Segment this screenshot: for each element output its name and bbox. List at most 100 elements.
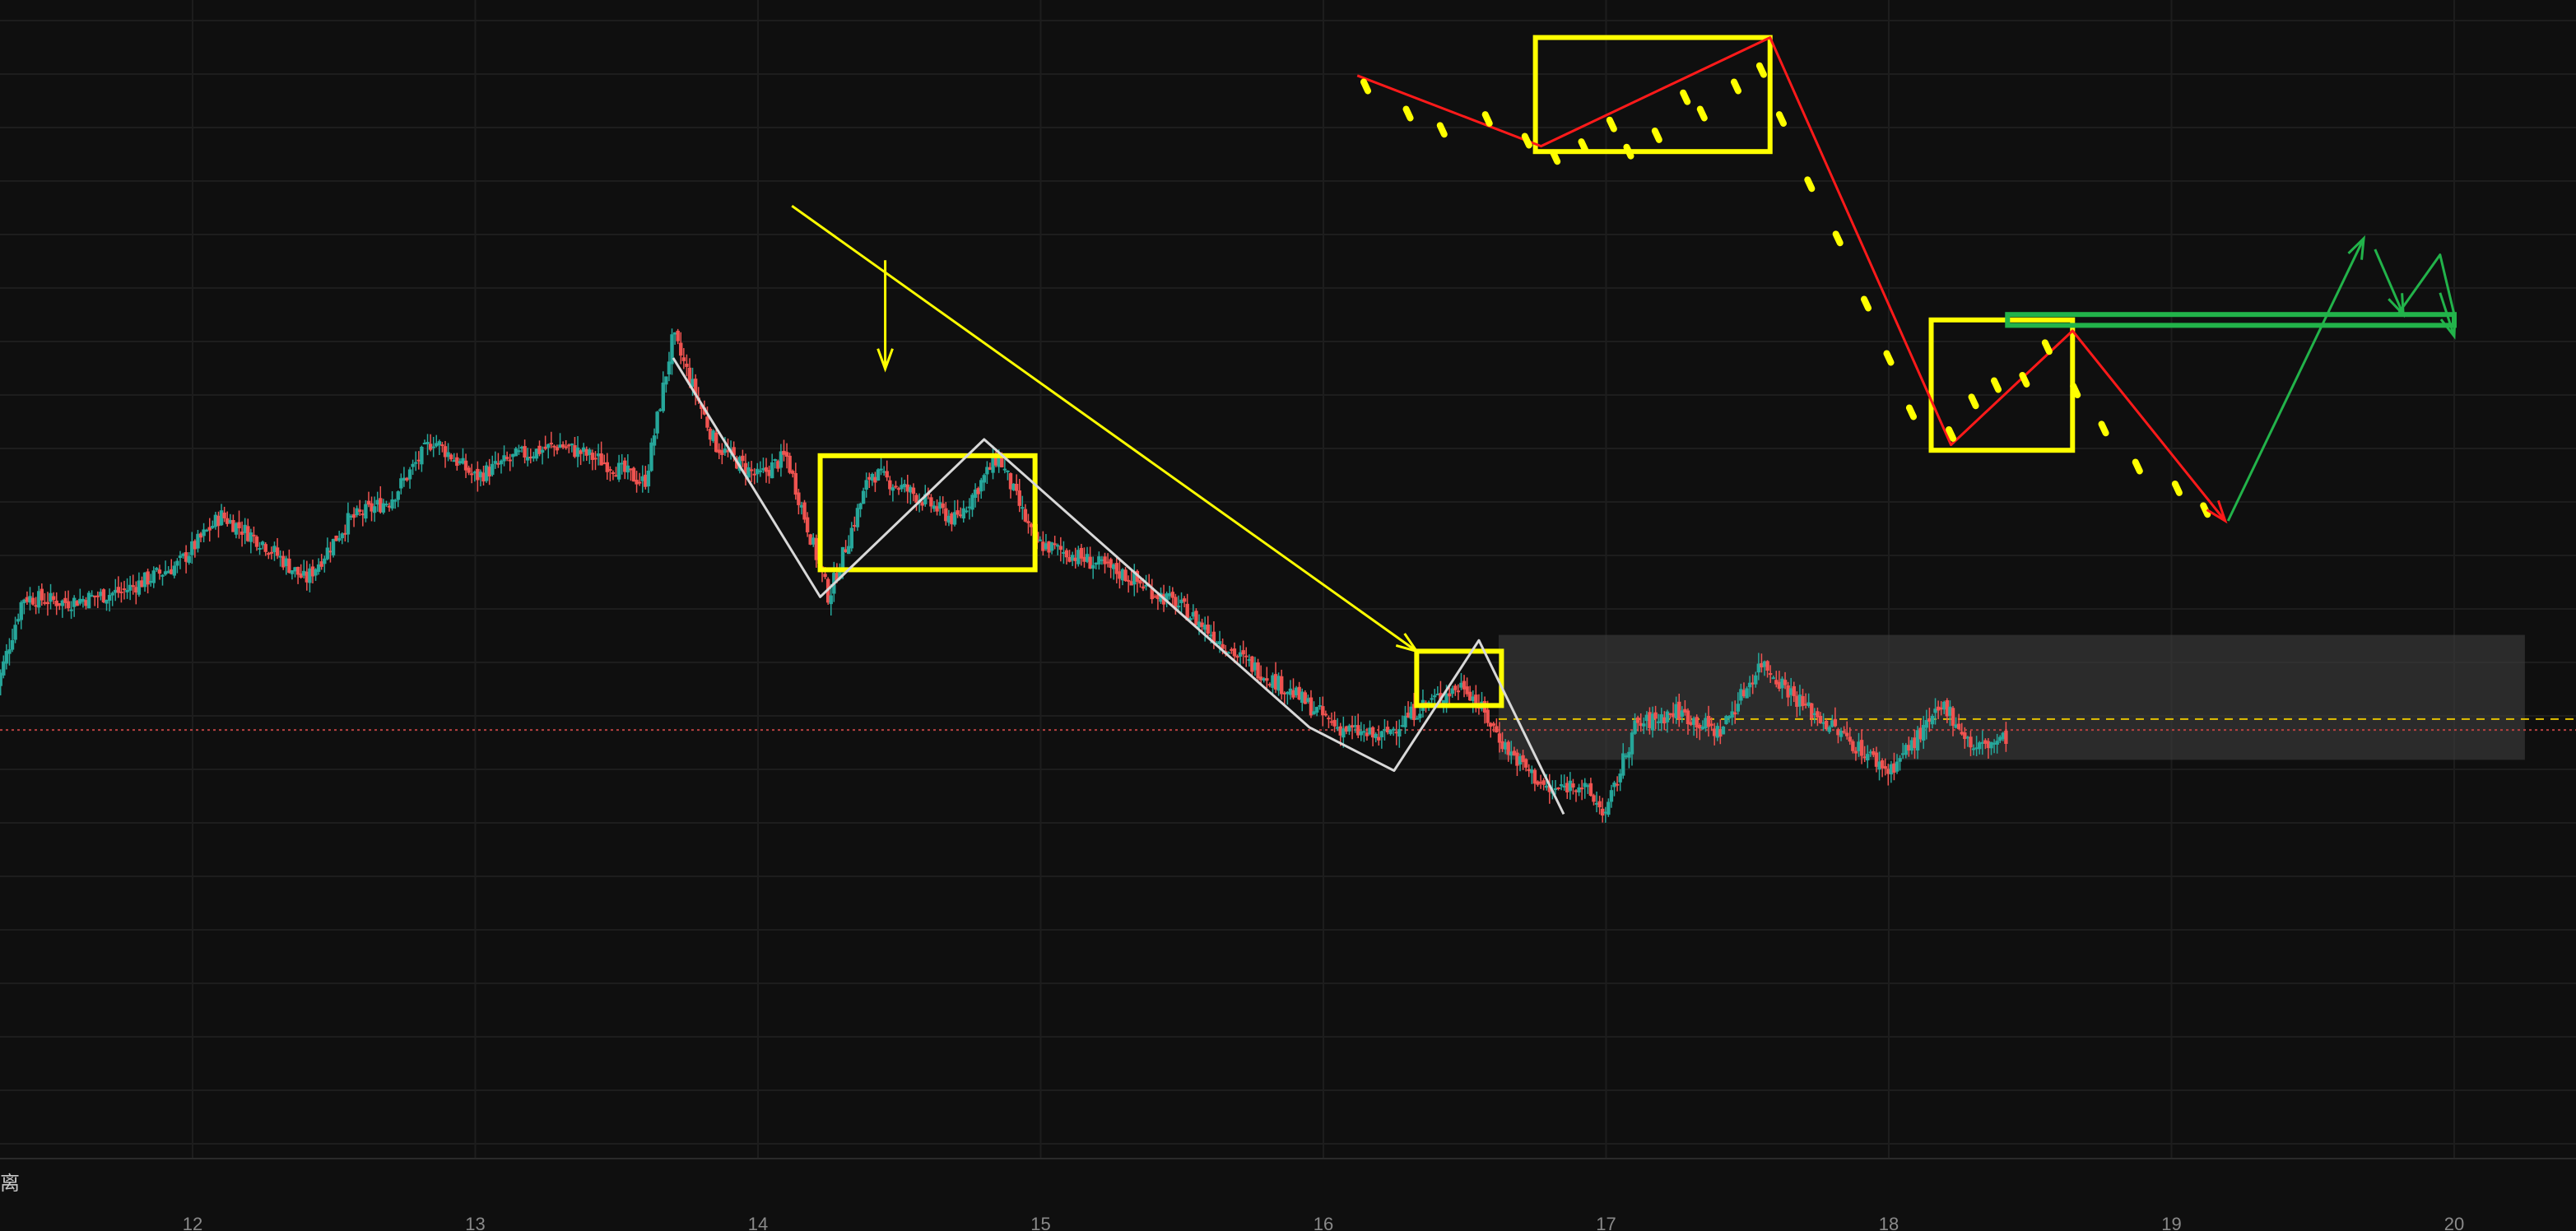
candle-down bbox=[1141, 586, 1146, 589]
yellow-brush-mark bbox=[1651, 127, 1662, 143]
candle-down bbox=[1786, 685, 1790, 698]
candle-up bbox=[1132, 573, 1137, 585]
candle-up bbox=[1362, 731, 1366, 733]
candle-down bbox=[1150, 587, 1154, 600]
candle-down bbox=[1439, 693, 1443, 701]
candle-up bbox=[1933, 708, 1937, 713]
candle-up bbox=[664, 376, 668, 385]
candle-down bbox=[911, 487, 916, 495]
candle-up bbox=[452, 460, 456, 462]
yellow-arrow-line[interactable] bbox=[791, 204, 1418, 653]
candle-up bbox=[1771, 677, 1775, 680]
candle-up bbox=[69, 609, 73, 611]
candle-down bbox=[467, 467, 471, 473]
yellow-brush-mark bbox=[1550, 149, 1561, 165]
candle-down bbox=[216, 515, 221, 527]
candle-up bbox=[1120, 569, 1125, 581]
candle-up bbox=[1070, 555, 1075, 561]
candle-up bbox=[290, 570, 295, 574]
candle-down bbox=[1874, 752, 1879, 767]
candle-up bbox=[1691, 718, 1696, 725]
candle-up bbox=[1165, 593, 1169, 602]
candle-up bbox=[278, 555, 282, 558]
candle-down bbox=[608, 469, 612, 471]
candle-up bbox=[499, 460, 504, 465]
candle-up bbox=[337, 537, 342, 541]
candle-up bbox=[1995, 741, 1999, 745]
green-zigzag-line[interactable] bbox=[2397, 253, 2456, 316]
candle-down bbox=[552, 445, 556, 448]
candle-up bbox=[1314, 707, 1319, 713]
candle-up bbox=[652, 435, 657, 446]
yellow-box[interactable] bbox=[1414, 648, 1504, 708]
candle-up bbox=[151, 570, 156, 583]
candle-up bbox=[110, 592, 114, 596]
candle-up bbox=[1191, 611, 1196, 617]
candle-down bbox=[1053, 543, 1057, 546]
candle-down bbox=[623, 460, 627, 472]
candle-up bbox=[588, 449, 592, 455]
candle-down bbox=[1741, 690, 1746, 697]
candle-down bbox=[976, 488, 980, 495]
candle-down bbox=[1023, 509, 1028, 522]
candle-up bbox=[1097, 556, 1101, 564]
candle-down bbox=[679, 342, 683, 356]
candle-down bbox=[1497, 733, 1502, 743]
candle-down bbox=[1783, 680, 1788, 685]
candle-up bbox=[770, 462, 774, 479]
x-tick-label: 19 bbox=[2161, 1214, 2181, 1231]
candle-up bbox=[1062, 551, 1066, 554]
range-box[interactable] bbox=[1498, 634, 2525, 760]
candle-up bbox=[1797, 694, 1802, 707]
yellow-brush-mark bbox=[1883, 350, 1895, 366]
candle-down bbox=[252, 534, 256, 537]
candle-down bbox=[1601, 808, 1605, 816]
x-axis[interactable]: 12 13 14 15 16 17 18 19 20 bbox=[183, 1214, 2464, 1231]
candle-down bbox=[1536, 781, 1540, 785]
candle-up bbox=[1347, 725, 1351, 732]
candle-down bbox=[1718, 729, 1723, 737]
candle-up bbox=[1391, 728, 1396, 731]
yellow-brush-mark bbox=[2098, 420, 2109, 437]
candle-up bbox=[1379, 731, 1384, 737]
green-arrow-line[interactable] bbox=[2226, 238, 2365, 522]
candle-up bbox=[1568, 780, 1573, 792]
candle-down bbox=[1041, 541, 1045, 551]
candle-up bbox=[425, 442, 430, 444]
candle-up bbox=[422, 443, 427, 445]
yellow-box[interactable] bbox=[817, 453, 1038, 573]
candle-down bbox=[119, 591, 123, 593]
candle-up bbox=[1827, 727, 1831, 732]
candle-down bbox=[802, 502, 807, 520]
candle-up bbox=[811, 537, 816, 545]
candle-up bbox=[1094, 562, 1098, 565]
candle-down bbox=[1211, 631, 1216, 643]
candle-down bbox=[1774, 680, 1779, 685]
candle-up bbox=[991, 455, 995, 473]
yellow-brush-mark bbox=[1755, 62, 1767, 78]
candle-down bbox=[1138, 579, 1142, 584]
yellow-brush-mark bbox=[2070, 383, 2081, 399]
candle-down bbox=[791, 471, 795, 474]
candle-down bbox=[1527, 769, 1531, 772]
yellow-box[interactable] bbox=[1532, 35, 1773, 155]
candle-down bbox=[1114, 563, 1119, 574]
candle-up bbox=[855, 508, 860, 527]
white-zigzag-line[interactable] bbox=[672, 357, 1565, 815]
candle-down bbox=[1064, 550, 1069, 558]
candle-down bbox=[193, 541, 198, 550]
candle-up bbox=[1656, 721, 1661, 723]
candle-up bbox=[190, 541, 194, 555]
candle-down bbox=[295, 566, 300, 575]
candle-up bbox=[78, 598, 82, 604]
candle-down bbox=[1913, 737, 1917, 749]
green-arrow-line[interactable] bbox=[2439, 292, 2456, 337]
candle-down bbox=[157, 569, 162, 574]
candle-down bbox=[637, 481, 642, 484]
red-zigzag-line[interactable] bbox=[1356, 36, 2226, 522]
green-arrow-line[interactable] bbox=[2374, 249, 2405, 315]
drawing-annotations[interactable] bbox=[672, 35, 2457, 815]
candle-up bbox=[1197, 621, 1202, 628]
candle-down bbox=[1851, 741, 1855, 751]
